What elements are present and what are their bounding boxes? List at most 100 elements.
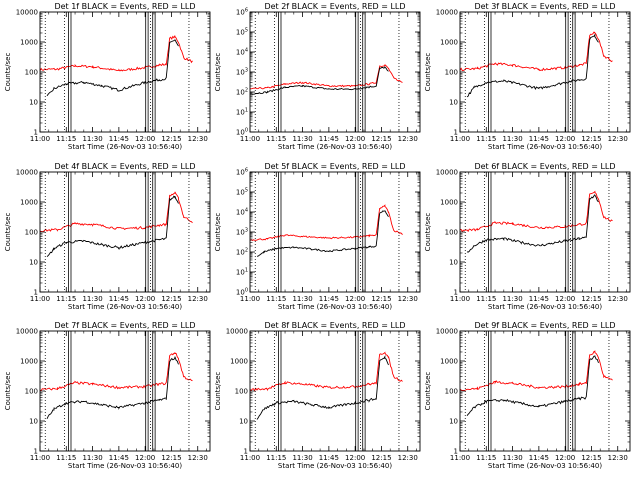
y-tick-label: 100 (25, 388, 38, 396)
y-tick-label: 1 (34, 129, 38, 137)
plot-frame (459, 330, 631, 452)
y-tick-label: 10000 (436, 9, 458, 17)
events-series-line (46, 356, 179, 419)
y-tick-label: 1 (34, 289, 38, 297)
x-tick-label: 11:15 (476, 135, 496, 143)
x-tick-label: 11:15 (266, 295, 286, 303)
y-tick-label: 100 (236, 288, 248, 297)
y-tick-label: 1000 (440, 39, 458, 47)
x-tick-label: 11:00 (450, 135, 470, 143)
y-tick-label: 105 (236, 188, 248, 197)
y-tick-label: 10 (29, 99, 38, 107)
events-series-line (466, 193, 599, 253)
y-tick-label: 1 (34, 448, 38, 456)
x-tick-label: 11:30 (502, 135, 522, 143)
events-series-line (46, 39, 179, 97)
x-tick-label: 12:00 (345, 135, 365, 143)
y-tick-label: 105 (236, 28, 248, 37)
lld-series-line (250, 63, 403, 90)
x-tick-label: 12:15 (581, 295, 601, 303)
x-tick-label: 12:30 (608, 295, 628, 303)
lld-series-line (39, 191, 193, 233)
x-tick-label: 11:15 (266, 135, 286, 143)
y-axis-label: Counts/sec (424, 213, 432, 252)
x-tick-label: 11:00 (450, 295, 470, 303)
x-tick-label: 11:30 (292, 135, 312, 143)
x-tick-label: 11:15 (56, 135, 76, 143)
x-tick-label: 11:30 (82, 454, 102, 462)
y-tick-label: 106 (236, 168, 248, 177)
x-tick-label: 12:15 (371, 295, 391, 303)
y-tick-label: 1000 (20, 358, 38, 366)
x-tick-label: 12:00 (555, 135, 575, 143)
y-tick-label: 100 (445, 69, 458, 77)
y-tick-label: 10000 (16, 169, 38, 177)
x-tick-label: 11:00 (450, 454, 470, 462)
x-tick-label: 11:30 (502, 454, 522, 462)
y-axis-label: Counts/sec (4, 53, 12, 92)
x-tick-label: 12:30 (608, 454, 628, 462)
y-tick-label: 10000 (16, 9, 38, 17)
x-axis-label: Start Time (26-Nov-03 10:56:40) (278, 143, 392, 151)
panel-title: Det 8f BLACK = Events, RED = LLD (264, 321, 405, 330)
y-tick-label: 10000 (436, 169, 458, 177)
events-series-line (466, 33, 599, 98)
x-tick-label: 11:00 (30, 135, 50, 143)
y-tick-label: 10 (29, 259, 38, 267)
panel-title: Det 6f BLACK = Events, RED = LLD (474, 162, 615, 171)
panel: 1 10 100 1000 10000 11:00 11:15 11:30 11:45 12:00… (4, 321, 211, 470)
y-axis-label: Counts/sec (4, 372, 12, 411)
events-series-line (256, 355, 389, 420)
x-axis-label: Start Time (26-Nov-03 10:56:40) (68, 143, 182, 151)
x-tick-label: 11:30 (502, 295, 522, 303)
x-tick-label: 11:30 (82, 295, 102, 303)
y-tick-label: 1 (454, 448, 458, 456)
y-tick-label: 100 (235, 388, 248, 396)
x-tick-label: 11:45 (109, 454, 129, 462)
y-axis-label: Counts/sec (4, 213, 12, 252)
x-tick-label: 11:30 (82, 135, 102, 143)
x-tick-label: 12:30 (398, 454, 418, 462)
x-tick-label: 12:00 (345, 454, 365, 462)
y-axis-label: Counts/sec (424, 53, 432, 92)
x-tick-label: 11:15 (266, 454, 286, 462)
x-tick-label: 11:30 (292, 295, 312, 303)
panel: 1 10 100 1000 10000 11:00 11:15 11:30 11:45 12:00… (424, 2, 631, 151)
y-tick-label: 101 (236, 108, 248, 117)
y-tick-label: 100 (25, 229, 38, 237)
y-tick-label: 10000 (436, 328, 458, 336)
y-tick-label: 103 (236, 228, 248, 237)
panel-title: Det 2f BLACK = Events, RED = LLD (264, 2, 405, 11)
x-tick-label: 11:45 (529, 454, 549, 462)
panel: 1 10 100 1000 10000 11:00 11:15 11:30 11:45 12:00… (424, 321, 631, 470)
x-tick-label: 11:00 (30, 454, 50, 462)
y-tick-label: 102 (236, 88, 248, 97)
x-tick-label: 12:30 (608, 135, 628, 143)
y-tick-label: 1 (454, 129, 458, 137)
x-tick-label: 12:15 (581, 135, 601, 143)
x-tick-label: 11:00 (240, 295, 260, 303)
plot-frame (459, 171, 631, 293)
plot-frame (249, 330, 421, 452)
x-tick-label: 12:15 (161, 295, 181, 303)
x-tick-label: 12:00 (555, 295, 575, 303)
panel-title: Det 9f BLACK = Events, RED = LLD (474, 321, 615, 330)
x-tick-label: 11:45 (109, 135, 129, 143)
x-tick-label: 11:45 (319, 295, 339, 303)
lld-series-line (39, 35, 193, 72)
x-tick-label: 12:30 (188, 454, 208, 462)
x-tick-label: 11:15 (56, 454, 76, 462)
y-tick-label: 102 (236, 248, 248, 257)
y-tick-label: 10 (449, 259, 458, 267)
lld-series-line (249, 204, 403, 242)
y-tick-label: 1000 (20, 39, 38, 47)
x-tick-label: 11:45 (529, 135, 549, 143)
x-tick-label: 11:15 (476, 295, 496, 303)
plot-frame (459, 11, 631, 133)
x-tick-label: 11:00 (240, 135, 260, 143)
y-tick-label: 101 (236, 268, 248, 277)
panel-title: Det 1f BLACK = Events, RED = LLD (54, 2, 195, 11)
x-tick-label: 12:30 (188, 295, 208, 303)
plot-frame (39, 11, 211, 133)
